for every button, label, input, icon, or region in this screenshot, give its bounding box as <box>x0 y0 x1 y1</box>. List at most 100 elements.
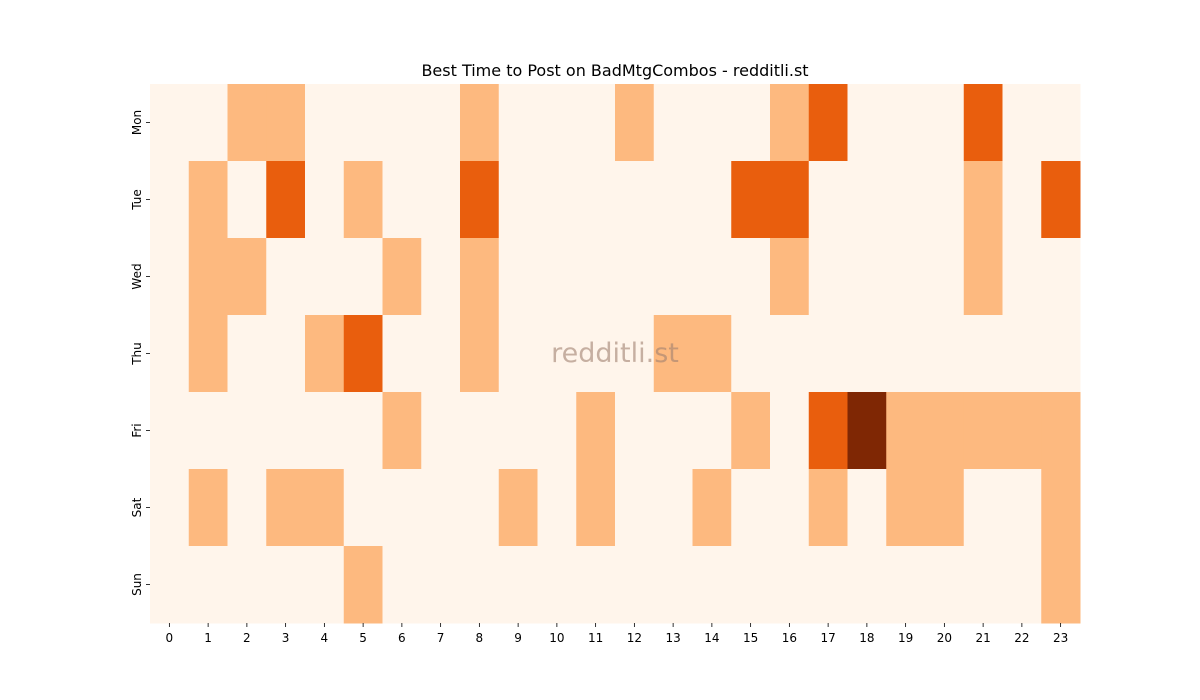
heatmap-cell-mon-2 <box>227 84 267 162</box>
heatmap-cell-fri-8 <box>460 392 500 470</box>
heatmap-cell-sat-6 <box>382 469 422 547</box>
heatmap-cell-wed-12 <box>615 238 655 316</box>
heatmap-cell-thu-2 <box>227 315 267 393</box>
heatmap-cell-tue-9 <box>498 161 538 239</box>
heatmap-cell-wed-6 <box>382 238 422 316</box>
heatmap-cell-sat-22 <box>1002 469 1042 547</box>
heatmap-cell-fri-1 <box>188 392 228 470</box>
heatmap-cells <box>150 84 1081 624</box>
heatmap-cell-tue-21 <box>963 161 1003 239</box>
heatmap-cell-sun-22 <box>1002 546 1042 624</box>
heatmap-cell-sun-2 <box>227 546 267 624</box>
heatmap-cell-mon-13 <box>653 84 693 162</box>
x-tick-label: 20 <box>937 631 952 645</box>
heatmap-cell-sat-3 <box>266 469 306 547</box>
heatmap-cell-thu-19 <box>886 315 926 393</box>
heatmap-cell-sun-20 <box>925 546 965 624</box>
y-tick-label: Fri <box>130 423 144 437</box>
heatmap-cell-wed-8 <box>460 238 500 316</box>
x-tick-label: 8 <box>476 631 484 645</box>
heatmap-cell-sat-1 <box>188 469 228 547</box>
heatmap-cell-fri-9 <box>498 392 538 470</box>
heatmap-cell-tue-10 <box>537 161 577 239</box>
heatmap-cell-thu-8 <box>460 315 500 393</box>
heatmap-cell-sun-19 <box>886 546 926 624</box>
x-tick-label: 9 <box>514 631 522 645</box>
heatmap-cell-fri-6 <box>382 392 422 470</box>
y-tick-label: Sun <box>130 573 144 596</box>
heatmap-cell-wed-18 <box>847 238 887 316</box>
heatmap-cell-wed-14 <box>692 238 732 316</box>
x-tick-label: 21 <box>975 631 990 645</box>
heatmap-cell-sun-17 <box>808 546 848 624</box>
heatmap-cell-mon-9 <box>498 84 538 162</box>
heatmap-cell-tue-23 <box>1041 161 1081 239</box>
heatmap-cell-wed-23 <box>1041 238 1081 316</box>
heatmap-cell-mon-20 <box>925 84 965 162</box>
heatmap-cell-tue-20 <box>925 161 965 239</box>
chart-title: Best Time to Post on BadMtgCombos - redd… <box>421 61 808 80</box>
heatmap-cell-thu-7 <box>421 315 461 393</box>
heatmap-cell-wed-13 <box>653 238 693 316</box>
heatmap-cell-fri-15 <box>731 392 771 470</box>
heatmap-cell-sat-15 <box>731 469 771 547</box>
heatmap-cell-mon-4 <box>305 84 345 162</box>
heatmap-cell-sun-3 <box>266 546 306 624</box>
heatmap-cell-fri-17 <box>808 392 848 470</box>
heatmap-cell-mon-8 <box>460 84 500 162</box>
heatmap-cell-mon-12 <box>615 84 655 162</box>
x-tick-label: 3 <box>282 631 290 645</box>
heatmap-cell-sun-7 <box>421 546 461 624</box>
heatmap-cell-thu-11 <box>576 315 616 393</box>
heatmap-cell-sun-5 <box>343 546 383 624</box>
x-tick-label: 17 <box>820 631 835 645</box>
heatmap-cell-fri-13 <box>653 392 693 470</box>
x-tick-label: 19 <box>898 631 913 645</box>
heatmap-cell-sat-8 <box>460 469 500 547</box>
heatmap-cell-fri-12 <box>615 392 655 470</box>
heatmap-cell-mon-14 <box>692 84 732 162</box>
heatmap-cell-sun-9 <box>498 546 538 624</box>
x-tick-label: 5 <box>359 631 367 645</box>
heatmap-cell-sat-2 <box>227 469 267 547</box>
heatmap-cell-sun-16 <box>770 546 810 624</box>
heatmap-cell-sun-21 <box>963 546 1003 624</box>
heatmap-cell-tue-1 <box>188 161 228 239</box>
heatmap-cell-mon-0 <box>150 84 190 162</box>
heatmap-cell-tue-12 <box>615 161 655 239</box>
heatmap-cell-thu-20 <box>925 315 965 393</box>
heatmap-cell-fri-5 <box>343 392 383 470</box>
heatmap-cell-fri-14 <box>692 392 732 470</box>
heatmap-cell-sun-12 <box>615 546 655 624</box>
heatmap-cell-wed-5 <box>343 238 383 316</box>
heatmap-cell-tue-19 <box>886 161 926 239</box>
heatmap-cell-tue-13 <box>653 161 693 239</box>
x-tick-label: 13 <box>665 631 680 645</box>
heatmap-cell-wed-11 <box>576 238 616 316</box>
heatmap-cell-fri-21 <box>963 392 1003 470</box>
heatmap-cell-wed-19 <box>886 238 926 316</box>
heatmap-cell-thu-6 <box>382 315 422 393</box>
heatmap-cell-wed-9 <box>498 238 538 316</box>
x-tick-label: 1 <box>204 631 212 645</box>
heatmap-cell-thu-21 <box>963 315 1003 393</box>
heatmap-cell-sat-21 <box>963 469 1003 547</box>
heatmap-cell-wed-15 <box>731 238 771 316</box>
x-tick-label: 6 <box>398 631 406 645</box>
heatmap-cell-sun-8 <box>460 546 500 624</box>
heatmap-cell-mon-7 <box>421 84 461 162</box>
heatmap-cell-fri-20 <box>925 392 965 470</box>
x-tick-label: 16 <box>782 631 797 645</box>
y-axis: Mon Tue Wed Thu Fri Sat Sun <box>130 110 150 596</box>
heatmap-cell-mon-6 <box>382 84 422 162</box>
heatmap-cell-mon-19 <box>886 84 926 162</box>
heatmap-cell-fri-22 <box>1002 392 1042 470</box>
heatmap-cell-fri-7 <box>421 392 461 470</box>
heatmap-cell-fri-10 <box>537 392 577 470</box>
heatmap-cell-sun-6 <box>382 546 422 624</box>
heatmap-cell-fri-19 <box>886 392 926 470</box>
heatmap-cell-sat-13 <box>653 469 693 547</box>
heatmap-cell-sat-19 <box>886 469 926 547</box>
heatmap-cell-tue-2 <box>227 161 267 239</box>
